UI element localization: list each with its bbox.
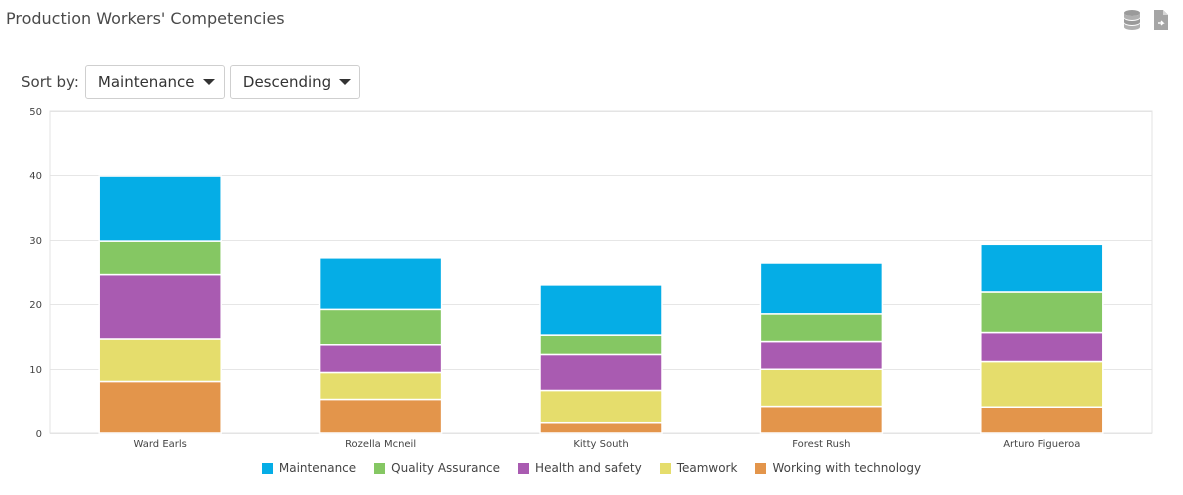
bar-segment[interactable] [318,344,443,374]
bar-segment[interactable] [98,175,222,242]
database-icon[interactable] [1123,9,1141,35]
bar-segment[interactable] [759,313,884,343]
bar-segment[interactable] [98,273,222,340]
y-tick-label: 50 [29,107,42,118]
x-tick-label: Forest Rush [792,439,850,450]
bar-segment[interactable] [318,257,443,311]
y-tick-label: 0 [36,429,42,440]
bar-segment[interactable] [980,291,1104,334]
chevron-down-icon [339,79,352,85]
bar-segment[interactable] [759,405,884,434]
y-tick-label: 40 [29,171,42,182]
bar-segment[interactable] [759,340,884,370]
legend-item[interactable]: Maintenance [261,461,357,475]
chart-legend: Maintenance Quality Assurance Health and s… [0,461,1183,475]
y-tick-label: 20 [29,300,42,311]
bar-segment[interactable] [539,389,663,424]
bar-segment[interactable] [539,353,663,392]
legend-label: Working with technology [772,461,922,475]
legend-swatch [518,462,530,474]
bar-segment[interactable] [98,338,222,383]
sort-order-dropdown[interactable]: Descending [229,65,360,99]
legend-swatch [374,462,386,474]
export-document-icon[interactable] [1153,9,1169,35]
bar-segment[interactable] [318,398,443,434]
x-tick-label: Kitty South [573,439,628,450]
legend-swatch [261,462,273,474]
stacked-bar-chart: 0 10 20 30 40 50 Ward Earls Rozella Mcneil Kitty… [29,107,1153,450]
legend-swatch [659,462,671,474]
legend-label: Quality Assurance [391,461,501,475]
sort-field-dropdown[interactable]: Maintenance [84,65,225,99]
x-tick-label: Rozella Mcneil [345,439,416,450]
legend-label: Teamwork [676,461,738,475]
bar-segment[interactable] [539,421,663,434]
bar-segment[interactable] [980,406,1104,434]
bar-segment[interactable] [318,371,443,401]
bar-segment[interactable] [539,334,663,356]
legend-label: Maintenance [278,461,357,475]
y-tick-label: 10 [29,365,42,376]
sort-by-label: Sort by: [21,73,79,91]
legend-item[interactable]: Teamwork [659,461,738,475]
y-tick-label: 30 [29,236,42,247]
chart-title: Production Workers' Competencies [6,9,285,28]
x-tick-label: Arturo Figueroa [1003,439,1080,450]
bars [98,175,1104,434]
bar-segment[interactable] [98,240,222,276]
bar-segment[interactable] [318,308,443,346]
x-tick-label: Ward Earls [134,439,187,450]
legend-item[interactable]: Health and safety [518,461,642,475]
bar-segment[interactable] [98,380,222,434]
sort-controls: Sort by: Maintenance Descending [21,65,365,99]
sort-field-value: Maintenance [97,73,195,91]
legend-item[interactable]: Quality Assurance [374,461,500,475]
legend-item[interactable]: Working with technology [755,461,921,475]
toolbar-icons [1123,9,1169,35]
bar-segment[interactable] [980,243,1104,293]
bar-segment[interactable] [759,262,884,315]
bar-segment[interactable] [759,368,884,408]
legend-swatch [755,462,767,474]
bar-segment[interactable] [539,284,663,336]
bar-segment[interactable] [980,331,1104,363]
legend-label: Health and safety [535,461,642,475]
sort-order-value: Descending [242,73,332,91]
bar-segment[interactable] [980,360,1104,408]
chevron-down-icon [202,79,215,85]
tick-labels: 0 10 20 30 40 50 Ward Earls Rozella Mcneil Kitty… [29,107,1080,450]
